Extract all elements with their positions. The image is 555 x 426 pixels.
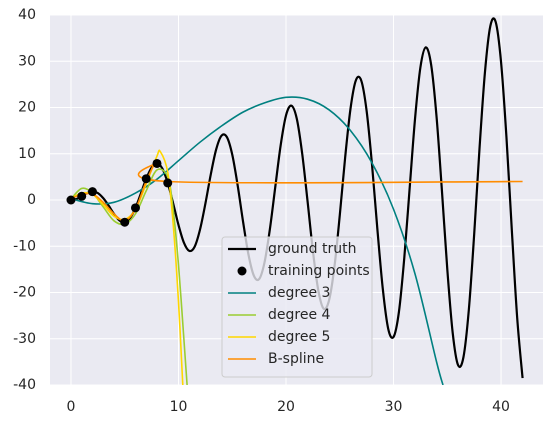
training-point [87,187,97,197]
legend-label: B-spline [268,351,324,367]
legend: ground truth training points degree 3 degre… [221,236,373,378]
training-point [163,178,173,188]
y-tick-label: -40 [13,377,36,393]
training-point [120,217,130,227]
y-tick-label: -10 [13,238,36,254]
marks [66,17,524,385]
legend-label: training points [268,263,370,279]
legend-marker [237,266,247,276]
legend-label: degree 5 [268,329,330,345]
x-tick-label: 30 [385,399,403,415]
training-point [130,203,140,213]
y-tick-label: -20 [13,285,36,301]
training-point [141,174,151,184]
training-point [152,158,162,168]
y-tick-label: 10 [18,146,36,162]
y-tick-label: 30 [18,53,36,69]
legend-box [221,236,373,378]
training-point [66,195,76,205]
y-tick-label: 20 [18,100,36,116]
x-tick-label: 0 [67,399,76,415]
legend-label: degree 3 [268,285,330,301]
x-tick-label: 10 [170,399,188,415]
training-point [77,191,87,201]
legend-label: ground truth [268,241,356,257]
x-tick-label: 20 [277,399,295,415]
series-line [70,96,444,385]
y-tick-label: -30 [13,331,36,347]
y-tick-label: 0 [27,192,36,208]
y-tick-label: 40 [18,7,36,23]
x-tick-label: 40 [492,399,510,415]
legend-label: degree 4 [268,307,331,323]
